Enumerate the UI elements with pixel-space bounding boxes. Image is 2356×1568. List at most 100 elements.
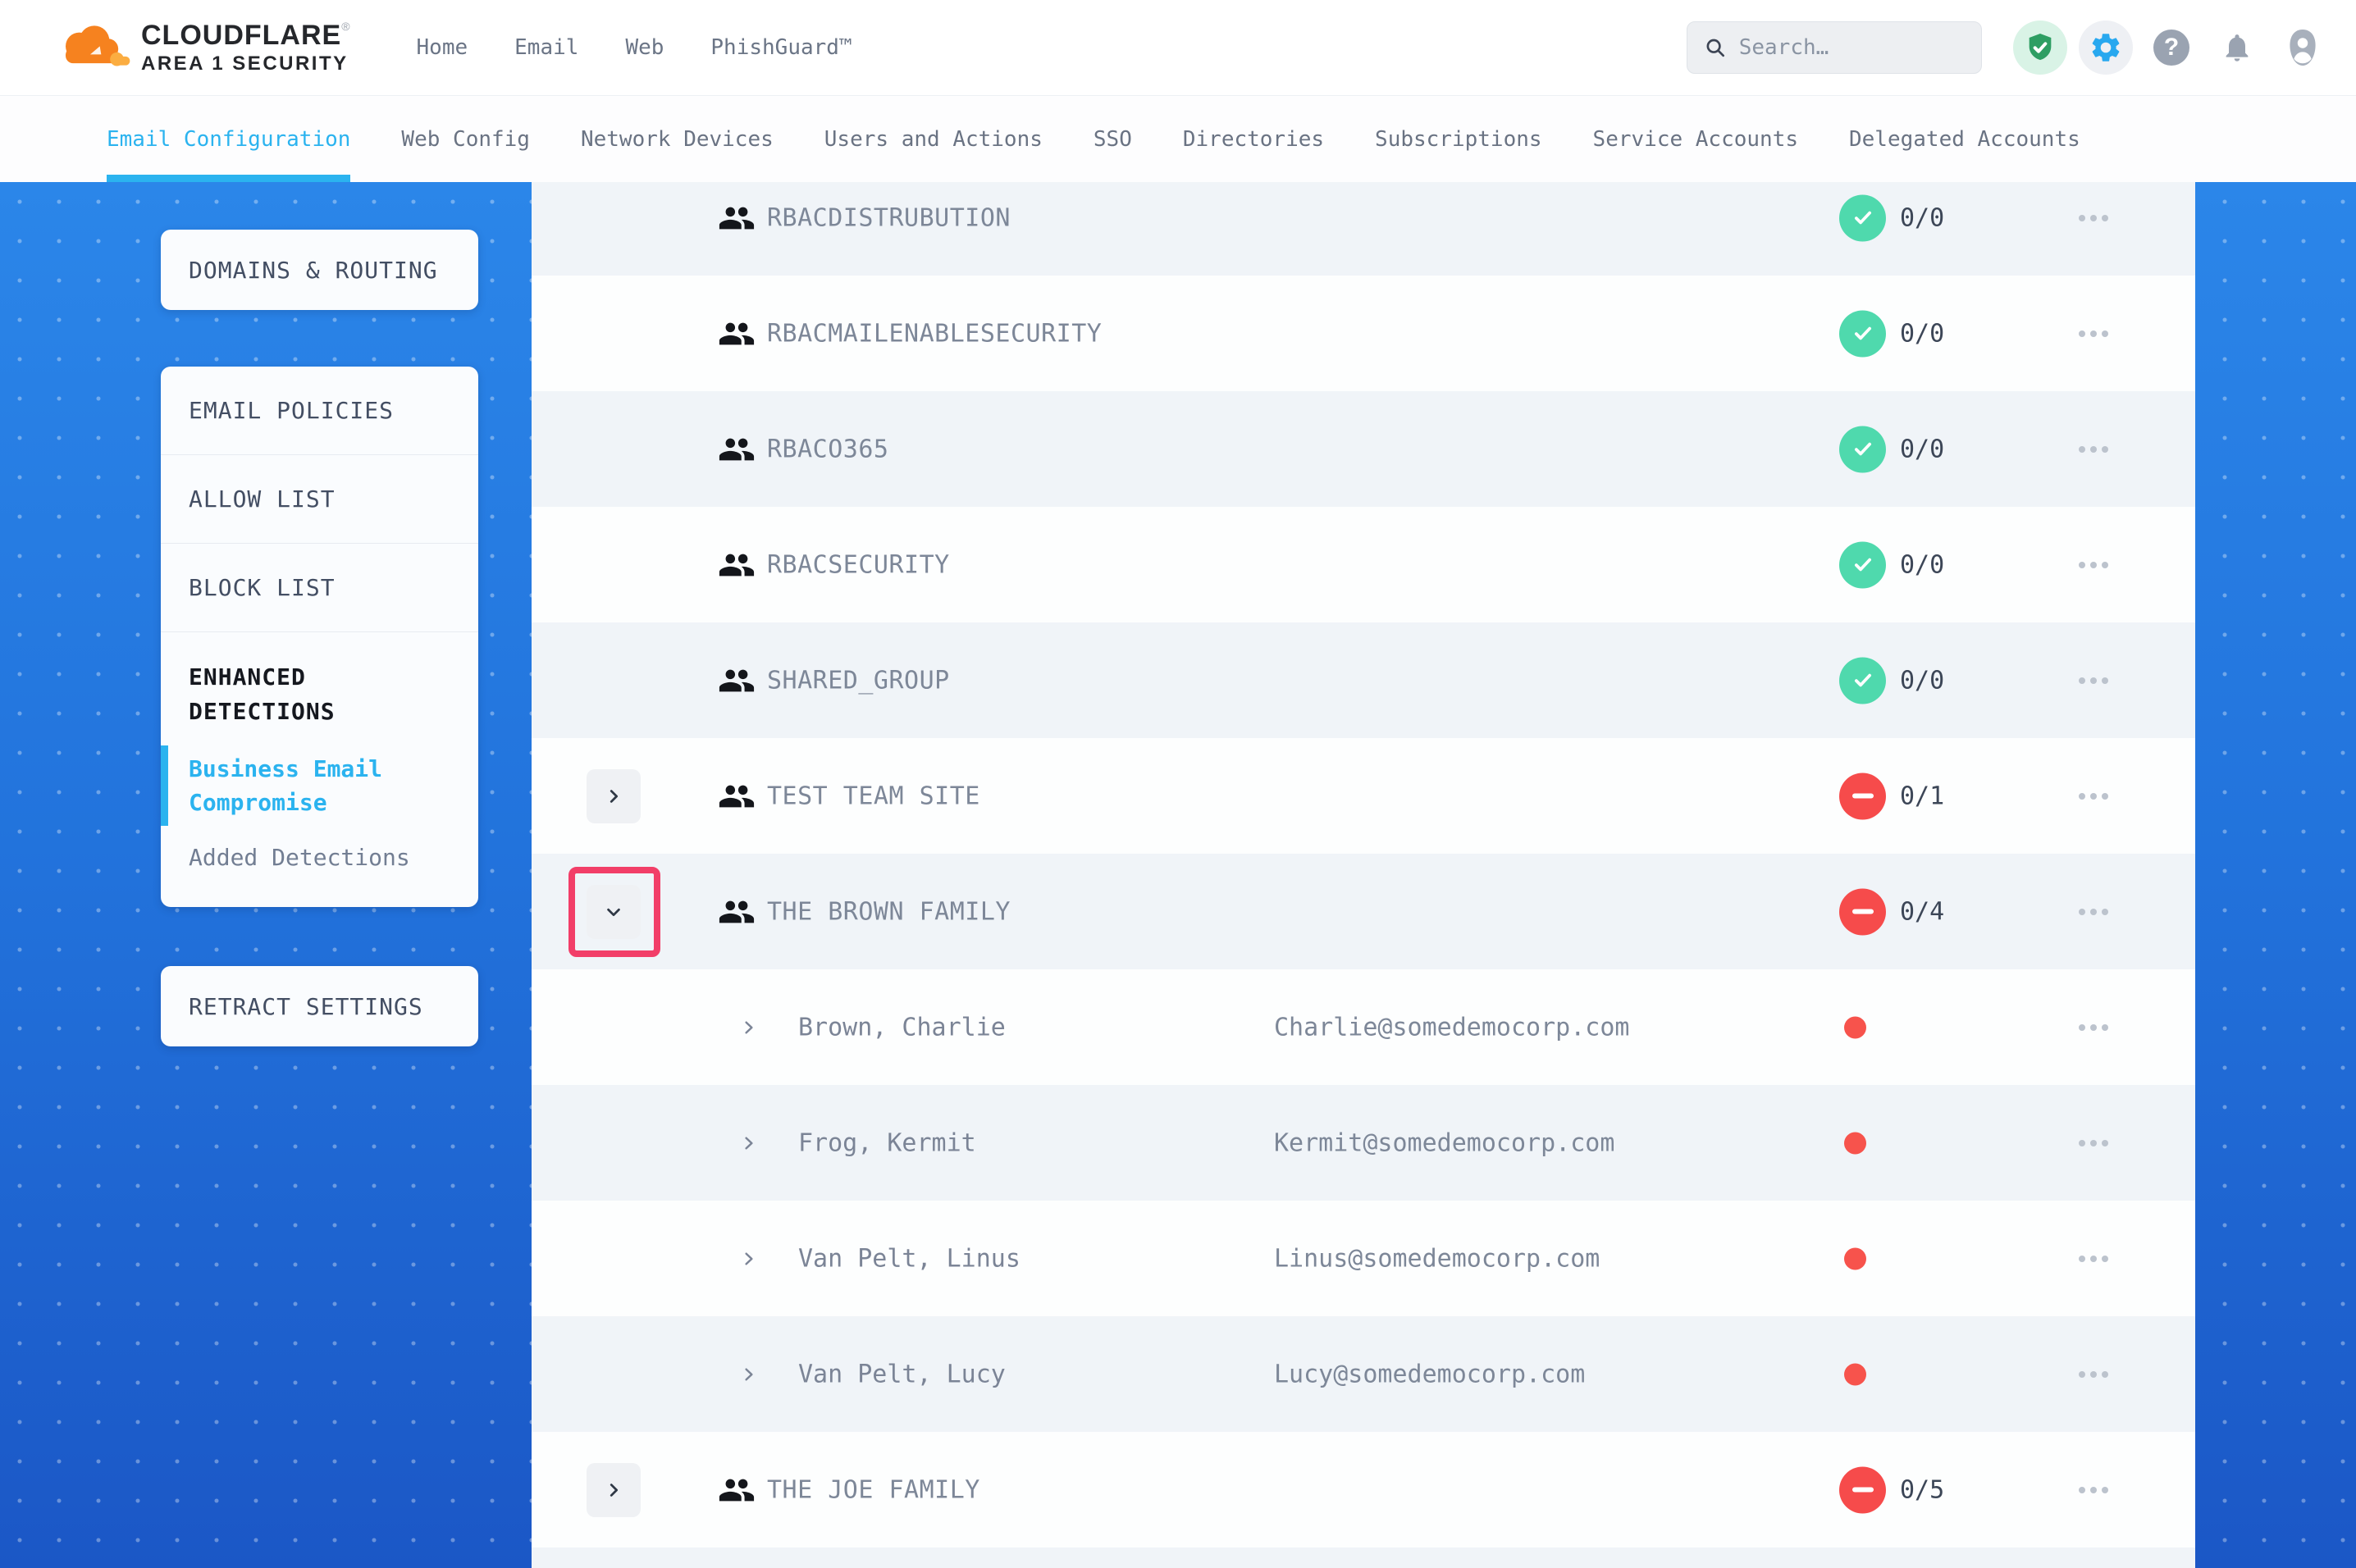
status-badge-ok [1839,426,1886,472]
member-row: Brown, Charlie Charlie@somedemocorp.com [532,969,2195,1085]
tab-subscriptions[interactable]: Subscriptions [1375,126,1542,152]
sidebar-item-retract-settings[interactable]: RETRACT SETTINGS [161,966,478,1046]
settings-gear-icon [2092,34,2120,62]
tab-network-devices[interactable]: Network Devices [580,126,774,152]
directory-list-panel: RBACDISTRUBUTION 0/0 RBACMAILENABLESECUR… [532,182,2195,1568]
more-actions-button[interactable] [2071,438,2116,461]
more-actions-button[interactable] [2071,554,2116,577]
group-name: THE JOE FAMILY [767,1475,980,1504]
member-name: Van Pelt, Lucy [798,1360,1006,1388]
help-button[interactable]: ? [2144,21,2198,75]
cloudflare-logo[interactable]: CLOUDFLARE® AREA 1 SECURITY [49,18,351,77]
expand-group-button[interactable] [587,768,641,823]
help-icon: ? [2153,30,2189,66]
group-people-icon [718,662,756,700]
group-row: SHARED_GROUP 0/0 [532,622,2195,738]
member-name: Van Pelt, Linus [798,1244,1020,1273]
check-icon [1854,442,1871,456]
notifications-bell-icon [2226,34,2249,62]
sidebar-item-enhanced-detections[interactable]: ENHANCED DETECTIONS [189,663,336,725]
tab-directories[interactable]: Directories [1182,126,1325,152]
active-item-indicator [161,745,168,826]
group-people-icon [718,546,756,584]
nav-item-email[interactable]: Email [514,35,579,60]
more-actions-button[interactable] [2071,1363,2116,1386]
account-avatar-button[interactable] [2276,21,2330,75]
chevron-right-icon[interactable] [741,1135,757,1151]
detection-count: 0/0 [1900,550,1945,579]
detection-count: 0/0 [1900,666,1945,695]
sidebar-item-allow-list[interactable]: ALLOW LIST [161,455,478,544]
tab-web-config[interactable]: Web Config [401,126,530,152]
group-name: RBACSECURITY [767,550,950,579]
member-row: Frog, Kermit Kermit@somedemocorp.com [532,1085,2195,1201]
group-name: RBACMAILENABLESECURITY [767,319,1103,348]
account-avatar-icon [2290,30,2316,66]
chevron-right-icon[interactable] [741,1019,757,1036]
group-row: THE JOE FAMILY 0/5 [532,1432,2195,1547]
chevron-right-icon [610,789,619,803]
more-actions-button[interactable] [2071,1016,2116,1039]
sidebar-item-email-policies[interactable]: EMAIL POLICIES [161,367,478,455]
member-name: Frog, Kermit [798,1128,976,1157]
group-people-icon [718,777,756,815]
cloudflare-cloud-icon [66,25,130,66]
security-shield-button[interactable] [2013,21,2067,75]
group-people-icon [718,315,756,353]
status-badge-ok [1839,541,1886,588]
sidebar-item-block-list[interactable]: BLOCK LIST [161,544,478,632]
tab-sso[interactable]: SSO [1093,126,1132,152]
sidebar-item-added-detections[interactable]: Added Detections [189,844,410,871]
more-actions-button[interactable] [2071,669,2116,692]
more-actions-button[interactable] [2071,1247,2116,1270]
alert-dot [1844,1016,1866,1038]
group-row: RBACO365 0/0 [532,391,2195,507]
check-icon [1854,673,1871,687]
group-name: RBACDISTRUBUTION [767,203,1011,232]
alert-dot [1844,1247,1866,1269]
chevron-right-icon [610,1483,619,1497]
more-actions-button[interactable] [2071,900,2116,923]
settings-gear-button[interactable] [2079,21,2133,75]
more-actions-button[interactable] [2071,207,2116,230]
sidebar-item-label: DOMAINS & ROUTING [189,256,438,284]
search-box[interactable] [1687,21,1982,74]
group-row: RBACSECURITY 0/0 [532,507,2195,622]
detection-count: 0/1 [1900,782,1945,810]
member-email: Kermit@somedemocorp.com [1274,1128,1615,1157]
group-name: THE BROWN FAMILY [767,897,1011,926]
more-actions-button[interactable] [2071,1479,2116,1502]
search-input[interactable] [1738,35,1965,60]
minus-icon [1851,1487,1874,1493]
brand-text: CLOUDFLARE® AREA 1 SECURITY [141,20,351,75]
nav-item-phishguard[interactable]: PhishGuard™ [710,35,852,60]
more-actions-button[interactable] [2071,322,2116,345]
more-actions-button[interactable] [2071,785,2116,808]
nav-item-home[interactable]: Home [416,35,468,60]
group-name: RBACO365 [767,435,889,463]
tab-users-and-actions[interactable]: Users and Actions [824,126,1043,152]
more-actions-button[interactable] [2071,1132,2116,1155]
group-people-icon [718,199,756,237]
collapse-group-button[interactable] [587,884,641,939]
chevron-right-icon[interactable] [741,1366,757,1383]
member-email: Linus@somedemocorp.com [1274,1244,1600,1273]
tab-service-accounts[interactable]: Service Accounts [1592,126,1798,152]
sidebar-item-domains-routing[interactable]: DOMAINS & ROUTING [161,230,478,310]
tab-delegated-accounts[interactable]: Delegated Accounts [1849,126,2080,152]
check-icon [1854,326,1871,340]
nav-item-web[interactable]: Web [625,35,664,60]
member-row: Van Pelt, Linus Linus@somedemocorp.com [532,1201,2195,1316]
notifications-bell-button[interactable] [2210,21,2264,75]
group-name: SHARED_GROUP [767,666,950,695]
tab-email-configuration[interactable]: Email Configuration [107,96,351,182]
group-row: THE BROWN FAMILY 0/4 [532,854,2195,969]
alert-dot [1844,1132,1866,1154]
chevron-right-icon[interactable] [741,1251,757,1267]
group-row: TEST TEAM SITE 0/1 [532,738,2195,854]
member-email: Charlie@somedemocorp.com [1274,1013,1630,1042]
sidebar-item-business-email-compromise[interactable]: Business Email Compromise [161,745,402,826]
header-actions: ? [1687,21,2330,75]
group-row: RBACDISTRUBUTION 0/0 [532,182,2195,276]
expand-group-button[interactable] [587,1462,641,1517]
